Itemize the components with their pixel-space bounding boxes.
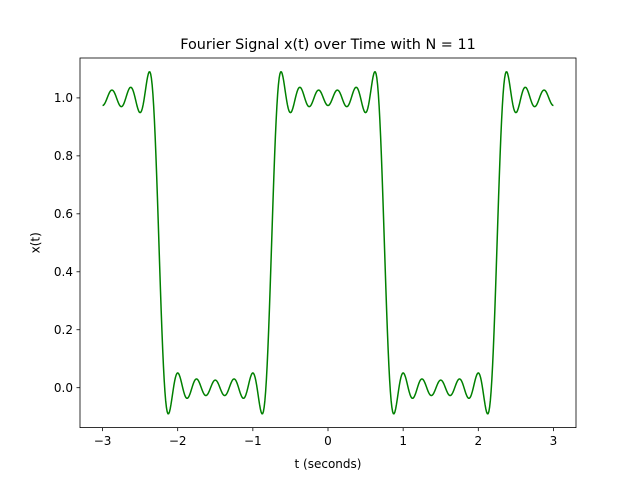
chart-title: Fourier Signal x(t) over Time with N = 1…: [180, 37, 476, 53]
y-axis-ticks: 0.0 0.2 0.4 0.6 0.8 1.0: [54, 91, 80, 395]
x-tick-label: −2: [169, 434, 187, 448]
y-tick-label: 0.4: [54, 265, 73, 279]
x-tick-label: 3: [550, 434, 558, 448]
x-tick-label: 0: [324, 434, 332, 448]
y-tick-label: 0.0: [54, 381, 73, 395]
x-axis-ticks: −3 −2 −1 0 1 2 3: [94, 427, 558, 448]
x-axis-label: t (seconds): [295, 457, 362, 471]
y-axis-label: x(t): [29, 232, 43, 253]
y-tick-label: 0.6: [54, 207, 73, 221]
x-tick-label: −1: [244, 434, 262, 448]
y-tick-label: 0.8: [54, 149, 73, 163]
x-tick-label: −3: [94, 434, 112, 448]
signal-line: [102, 71, 554, 415]
x-tick-label: 1: [399, 434, 407, 448]
x-tick-label: 2: [474, 434, 482, 448]
axes-frame: [79, 57, 577, 429]
y-tick-label: 1.0: [54, 91, 73, 105]
y-tick-label: 0.2: [54, 323, 73, 337]
